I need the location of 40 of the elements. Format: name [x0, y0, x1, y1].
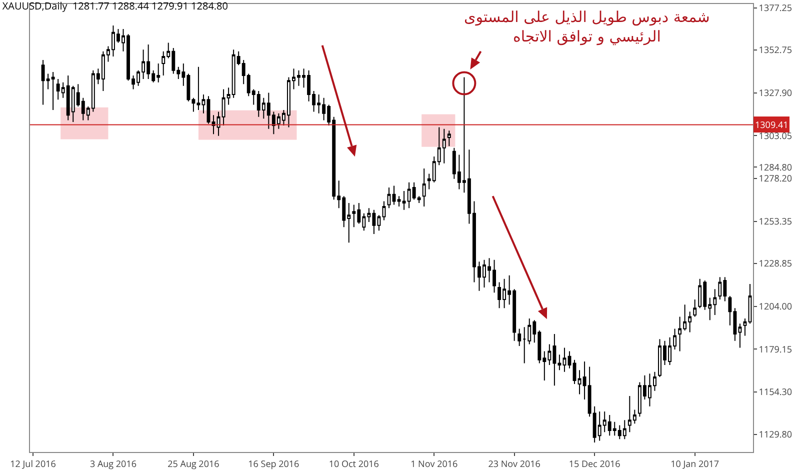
candlestick — [422, 168, 426, 207]
x-tick-label: 3 Aug 2016 — [90, 456, 136, 470]
y-tick-label: 1278.20 — [758, 172, 792, 185]
ref-line-label: 1309.41 — [755, 118, 788, 131]
candlestick — [743, 318, 747, 336]
candlestick — [522, 326, 526, 364]
y-tick-label: 1352.75 — [758, 43, 792, 56]
y-tick-label: 1179.15 — [758, 342, 792, 356]
candlestick — [562, 347, 566, 372]
candlestick — [568, 350, 572, 369]
x-tick-label: 15 Dec 2016 — [568, 456, 620, 470]
candlestick — [212, 114, 216, 135]
y-tick-label: 1228.85 — [758, 256, 792, 270]
x-tick-label: 25 Aug 2016 — [168, 456, 220, 470]
y-tick-label: 1204.00 — [758, 300, 792, 313]
candlestick — [572, 359, 576, 384]
y-tick-label: 1154.30 — [758, 385, 792, 398]
y-tick-label: 1253.35 — [758, 214, 792, 228]
y-tick-label: 1327.90 — [758, 86, 792, 100]
x-tick-label: 10 Jan 2017 — [670, 456, 720, 470]
candlestick — [392, 185, 396, 206]
x-tick-label: 1 Nov 2016 — [410, 456, 458, 470]
candlestick — [382, 200, 386, 221]
candlestick — [206, 96, 210, 124]
y-tick-label: 1129.80 — [758, 427, 792, 440]
candlestick — [518, 328, 522, 347]
y-tick-label: 1284.80 — [758, 160, 792, 174]
candlestick — [693, 299, 697, 318]
candlestick — [748, 284, 752, 324]
candlestick — [447, 130, 451, 147]
chart-title: XAUUSD,Daily 1281.77 1288.44 1279.91 1284.80 — [2, 0, 228, 12]
y-tick-label: 1377.25 — [758, 1, 792, 14]
x-tick-label: 23 Nov 2016 — [488, 456, 540, 470]
x-tick-label: 16 Sep 2016 — [248, 456, 300, 470]
candlestick — [202, 94, 206, 114]
x-tick-label: 10 Oct 2016 — [328, 456, 379, 470]
x-tick-label: 12 Jul 2016 — [10, 456, 56, 470]
annotation: شمعة دبوس طويل الذيل على المستوى الرئيسي و توافق الاتجاه — [464, 8, 710, 46]
y-tick-label: 1303.05 — [758, 128, 792, 142]
candlestick — [387, 187, 391, 209]
